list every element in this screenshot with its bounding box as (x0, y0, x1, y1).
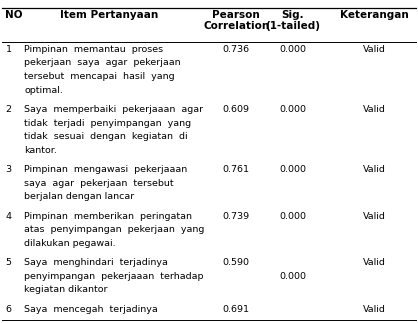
Text: 1: 1 (5, 45, 11, 54)
Text: Keterangan: Keterangan (340, 10, 408, 20)
Text: tidak  sesuai  dengan  kegiatan  di: tidak sesuai dengan kegiatan di (24, 132, 188, 141)
Text: 5: 5 (5, 258, 11, 267)
Text: Saya  memperbaiki  pekerjaaan  agar: Saya memperbaiki pekerjaaan agar (24, 105, 204, 114)
Text: Valid: Valid (363, 212, 385, 221)
Text: Valid: Valid (363, 45, 385, 54)
Text: tidak  terjadi  penyimpangan  yang: tidak terjadi penyimpangan yang (24, 119, 191, 128)
Text: 0.609: 0.609 (223, 105, 250, 114)
Text: Item Pertanyaan: Item Pertanyaan (60, 10, 158, 20)
Text: pekerjaan  saya  agar  pekerjaan: pekerjaan saya agar pekerjaan (24, 58, 181, 68)
Text: berjalan dengan lancar: berjalan dengan lancar (24, 192, 135, 201)
Text: 0.739: 0.739 (223, 212, 250, 221)
Text: Valid: Valid (363, 105, 385, 114)
Text: Saya  mencegah  terjadinya: Saya mencegah terjadinya (24, 305, 158, 314)
Text: 0.000: 0.000 (279, 212, 306, 221)
Text: 0.000: 0.000 (279, 105, 306, 114)
Text: Pimpinan  memantau  proses: Pimpinan memantau proses (24, 45, 163, 54)
Text: penyimpangan  pekerjaaan  terhadap: penyimpangan pekerjaaan terhadap (24, 272, 204, 281)
Text: Valid: Valid (363, 165, 385, 174)
Text: Pimpinan  memberikan  peringatan: Pimpinan memberikan peringatan (24, 212, 192, 221)
Text: Valid: Valid (363, 258, 385, 267)
Text: Pearson
Correlation: Pearson Correlation (203, 10, 269, 31)
Text: Pimpinan  mengawasi  pekerjaaan: Pimpinan mengawasi pekerjaaan (24, 165, 188, 174)
Text: 3: 3 (5, 165, 12, 174)
Text: atas  penyimpangan  pekerjaan  yang: atas penyimpangan pekerjaan yang (24, 225, 205, 234)
Text: kegiatan dikantor: kegiatan dikantor (24, 285, 108, 294)
Text: 0.691: 0.691 (223, 305, 250, 314)
Text: 0.000: 0.000 (279, 272, 306, 281)
Text: Saya  menghindari  terjadinya: Saya menghindari terjadinya (24, 258, 168, 267)
Text: 0.590: 0.590 (223, 258, 250, 267)
Text: Sig.
(1-tailed): Sig. (1-tailed) (265, 10, 320, 31)
Text: 0.761: 0.761 (223, 165, 250, 174)
Text: 2: 2 (5, 105, 11, 114)
Text: 0.000: 0.000 (279, 45, 306, 54)
Text: 6: 6 (5, 305, 11, 314)
Text: kantor.: kantor. (24, 146, 57, 155)
Text: 4: 4 (5, 212, 11, 221)
Text: dilakukan pegawai.: dilakukan pegawai. (24, 239, 116, 248)
Text: NO: NO (5, 10, 23, 20)
Text: Valid: Valid (363, 305, 385, 314)
Text: optimal.: optimal. (24, 86, 63, 95)
Text: saya  agar  pekerjaan  tersebut: saya agar pekerjaan tersebut (24, 179, 174, 188)
Text: 0.000: 0.000 (279, 165, 306, 174)
Text: 0.736: 0.736 (223, 45, 250, 54)
Text: tersebut  mencapai  hasil  yang: tersebut mencapai hasil yang (24, 72, 175, 81)
